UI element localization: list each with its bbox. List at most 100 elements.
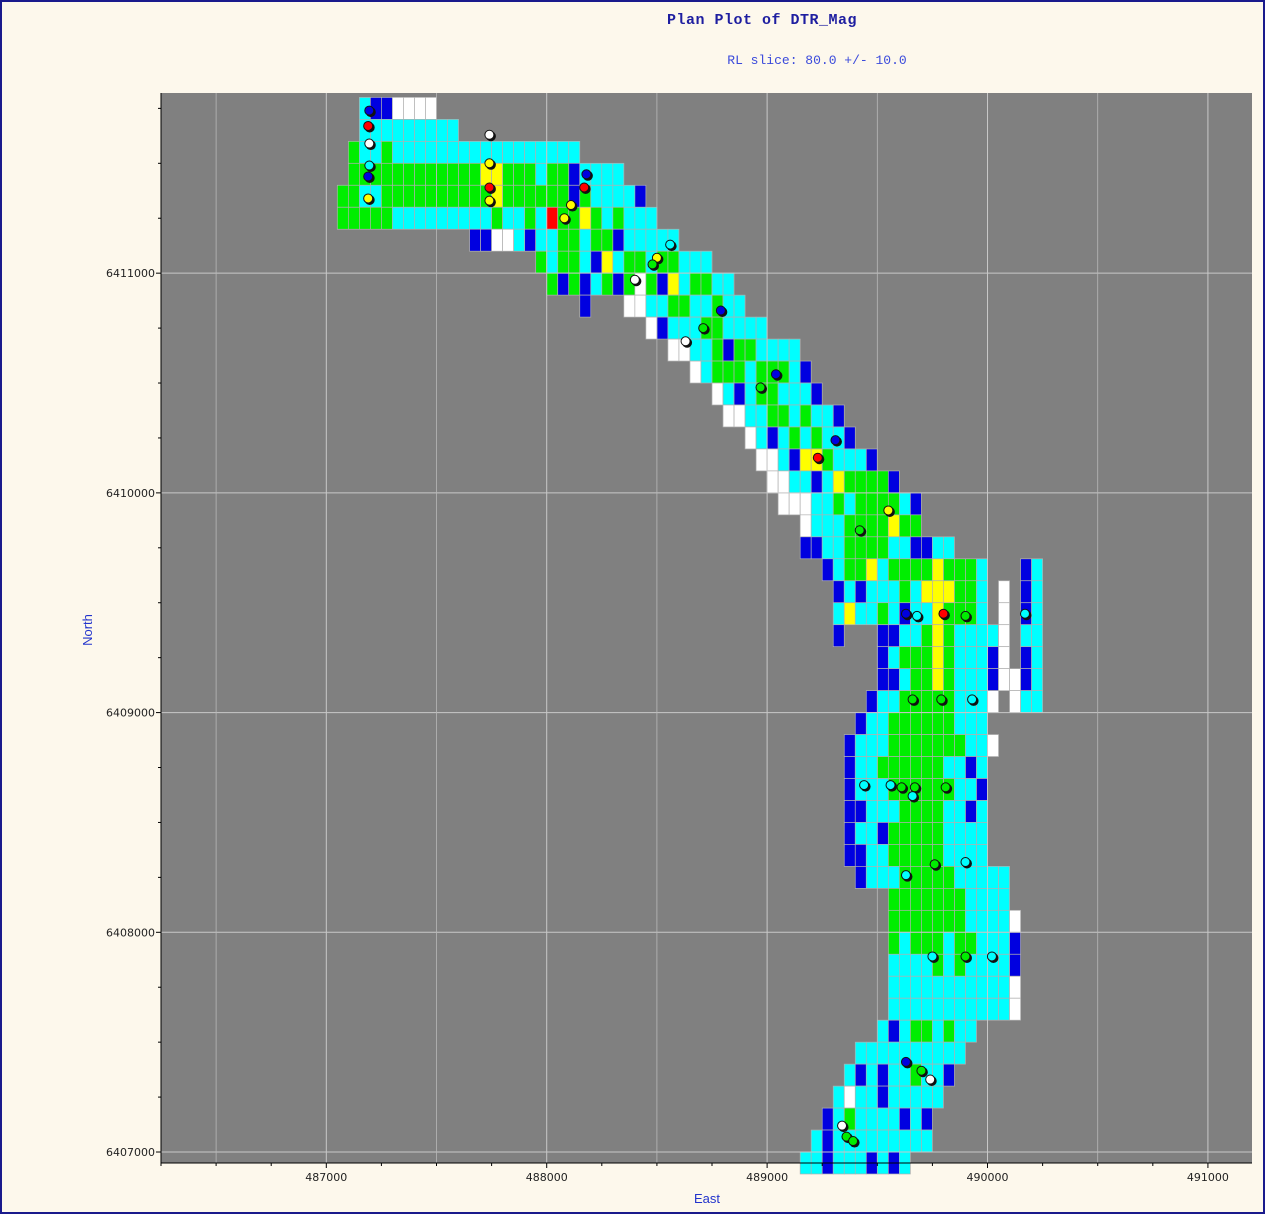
block-cell [1009, 975, 1021, 999]
block-cell [954, 624, 966, 648]
block-cell [458, 184, 470, 208]
sample-point [484, 182, 495, 193]
block-cell [524, 162, 537, 186]
sample-point [1019, 608, 1030, 619]
sample-point [938, 608, 949, 619]
x-tick-label: 487000 [305, 1171, 347, 1184]
block-cell [865, 822, 878, 845]
block-cell [645, 228, 658, 252]
sample-point [680, 336, 691, 347]
block-cell [932, 1041, 944, 1065]
sample-point [812, 452, 823, 463]
block-cell [436, 184, 448, 208]
block-cell [887, 1041, 900, 1065]
sample-point [883, 505, 894, 516]
block-cell [336, 206, 349, 230]
block-cell [921, 536, 933, 560]
block-cell [943, 734, 955, 757]
block-cell [1031, 646, 1043, 669]
block-cell [954, 931, 966, 955]
block-cell [689, 294, 702, 318]
sample-point [830, 435, 841, 446]
block-cell [876, 1085, 889, 1109]
block-cell [447, 184, 459, 208]
block-cell [987, 975, 999, 999]
block-cell [954, 734, 966, 757]
block-cell [546, 250, 559, 274]
block-cell [1009, 690, 1021, 713]
block-cell [887, 470, 900, 494]
block-cell [910, 844, 922, 867]
block-cell [458, 206, 470, 230]
block-cell [612, 206, 625, 230]
block-cell [910, 646, 922, 669]
block-cell [899, 734, 911, 757]
block-cell [865, 690, 878, 713]
block-cell [976, 866, 988, 889]
block-cell [921, 558, 933, 582]
block-cell [976, 909, 988, 933]
block-cell [777, 426, 790, 450]
block-cell [502, 228, 514, 252]
block-cell [832, 624, 845, 648]
block-cell [458, 162, 470, 186]
block-cell [832, 448, 845, 472]
block-cell [1031, 624, 1043, 648]
sample-point [929, 859, 940, 870]
block-cell [766, 404, 779, 428]
block-cell [843, 470, 856, 494]
block-cell [921, 624, 933, 648]
block-cell [965, 888, 977, 911]
block-cell [876, 668, 889, 691]
block-cell [392, 184, 404, 208]
block-cell [899, 1107, 911, 1131]
block-cell [700, 272, 713, 296]
sample-point [900, 870, 911, 881]
block-cell [722, 316, 735, 340]
sample-point [907, 791, 918, 802]
block-cell [524, 206, 537, 230]
block-cell [612, 272, 625, 296]
block-cell [965, 646, 977, 669]
block-cell [425, 184, 437, 208]
block-cell [436, 140, 448, 164]
block-cell [535, 228, 548, 252]
block-cell [502, 206, 514, 230]
sample-point [960, 856, 971, 867]
block-cell [921, 712, 933, 735]
block-cell [843, 778, 856, 801]
sample-point [936, 694, 947, 705]
block-cell [832, 514, 845, 538]
block-cell [810, 426, 823, 450]
block-cell [876, 734, 889, 757]
block-cell [910, 975, 922, 999]
block-cell [865, 734, 878, 757]
block-cell [744, 382, 757, 406]
block-cell [910, 558, 922, 582]
block-cell [899, 646, 911, 669]
block-cell [700, 294, 713, 318]
sample-point [484, 195, 495, 206]
block-cell [601, 250, 614, 274]
block-cell [865, 470, 878, 494]
block-cell [502, 162, 514, 186]
block-cell [392, 97, 404, 120]
x-tick-label: 490000 [967, 1171, 1009, 1184]
block-cell [843, 448, 856, 472]
block-cell [910, 1129, 922, 1153]
block-cell [590, 228, 603, 252]
block-cell [921, 646, 933, 669]
block-cell [425, 140, 437, 164]
block-cell [876, 470, 889, 494]
block-cell [491, 206, 503, 230]
block-cell [987, 997, 999, 1021]
block-cell [568, 272, 581, 296]
block-cell [766, 470, 779, 494]
y-tick-label: 6407000 [106, 1146, 155, 1159]
block-cell [854, 712, 867, 735]
block-cell [899, 931, 911, 955]
sample-point [940, 782, 951, 793]
block-cell [865, 558, 878, 582]
block-cell [910, 1085, 922, 1109]
block-cell [910, 909, 922, 933]
